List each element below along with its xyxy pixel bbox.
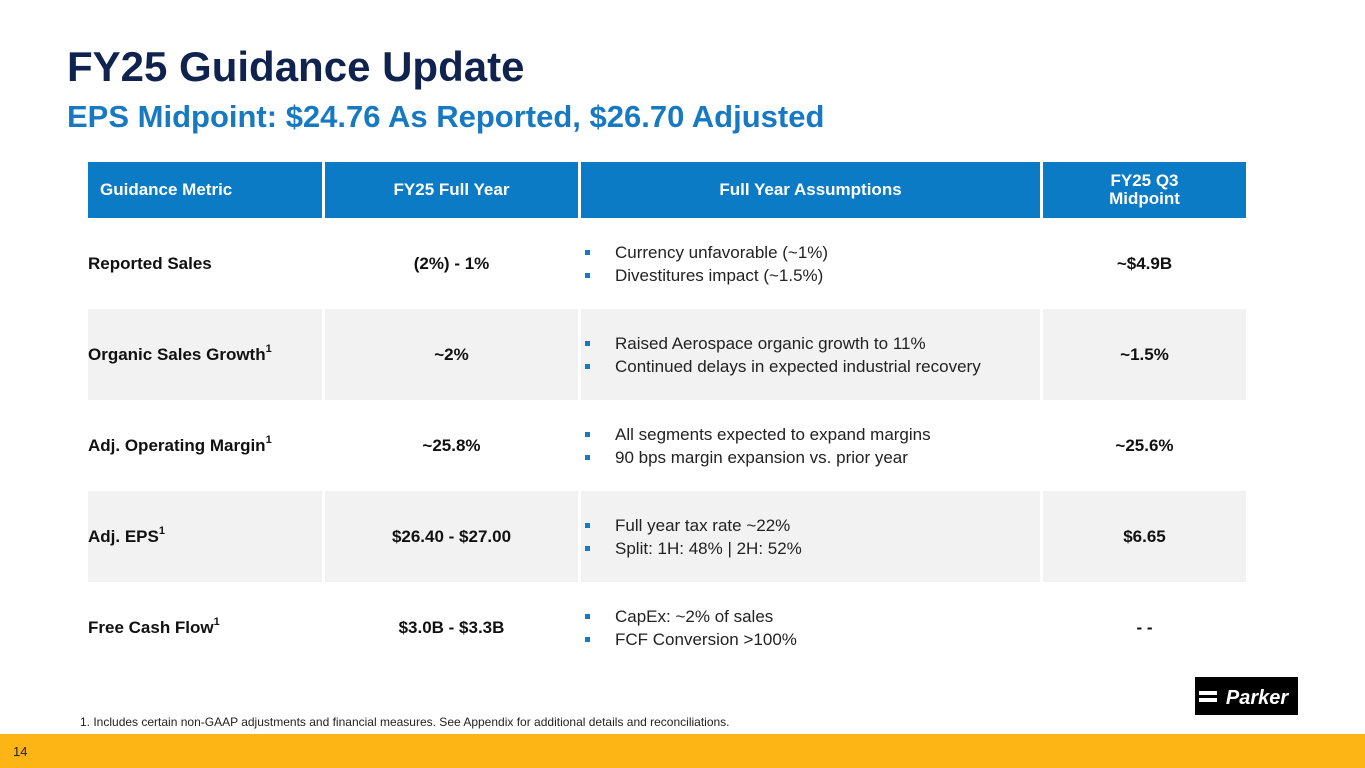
assumption-list: All segments expected to expand margins … xyxy=(581,423,1040,469)
assumptions-cell: All segments expected to expand margins … xyxy=(581,400,1043,491)
assumption-list: Currency unfavorable (~1%) Divestitures … xyxy=(581,241,1040,287)
table-header-row: Guidance Metric FY25 Full Year Full Year… xyxy=(88,162,1246,218)
assumption-item: Full year tax rate ~22% xyxy=(581,514,1040,537)
metric-label: Adj. Operating Margin xyxy=(88,435,266,455)
assumption-item: Raised Aerospace organic growth to 11% xyxy=(581,332,1040,355)
q3-midpoint-cell: - - xyxy=(1136,617,1153,637)
metric-cell: Reported Sales xyxy=(88,218,325,309)
metric-cell: Adj. Operating Margin1 xyxy=(88,400,325,491)
guidance-table: Guidance Metric FY25 Full Year Full Year… xyxy=(88,162,1246,673)
col-header-metric: Guidance Metric xyxy=(88,162,325,218)
assumption-list: Full year tax rate ~22% Split: 1H: 48% |… xyxy=(581,514,1040,560)
metric-cell: Organic Sales Growth1 xyxy=(88,309,325,400)
assumption-item: 90 bps margin expansion vs. prior year xyxy=(581,446,1040,469)
footnote: 1. Includes certain non-GAAP adjustments… xyxy=(80,715,730,729)
metric-label: Adj. EPS xyxy=(88,526,159,546)
bottom-bar: 14 xyxy=(0,734,1365,768)
assumption-item: Continued delays in expected industrial … xyxy=(581,355,1040,378)
footnote-marker: 1 xyxy=(265,342,272,355)
page-title: FY25 Guidance Update xyxy=(67,43,525,90)
col-header-q3-midpoint: FY25 Q3 Midpoint xyxy=(1043,162,1246,218)
footnote-marker: 1 xyxy=(213,615,220,628)
assumption-item: Split: 1H: 48% | 2H: 52% xyxy=(581,537,1040,560)
metric-cell: Free Cash Flow1 xyxy=(88,582,325,673)
col-header-assumptions: Full Year Assumptions xyxy=(581,162,1043,218)
metric-label: Organic Sales Growth xyxy=(88,344,266,364)
metric-label: Reported Sales xyxy=(88,253,212,273)
page-number: 14 xyxy=(13,744,28,759)
q3-midpoint-cell: ~1.5% xyxy=(1043,309,1246,400)
assumption-item: Divestitures impact (~1.5%) xyxy=(581,264,1040,287)
table-row: Free Cash Flow1 $3.0B - $3.3B CapEx: ~2%… xyxy=(88,582,1246,673)
full-year-cell: $26.40 - $27.00 xyxy=(325,491,581,582)
full-year-cell: (2%) - 1% xyxy=(325,218,581,309)
assumption-list: Raised Aerospace organic growth to 11% C… xyxy=(581,332,1040,378)
metric-cell: Adj. EPS1 xyxy=(88,491,325,582)
assumption-item: CapEx: ~2% of sales xyxy=(581,605,1040,628)
footnote-marker: 1 xyxy=(158,524,165,537)
footnote-marker: 1 xyxy=(265,433,272,446)
full-year-cell: $3.0B - $3.3B xyxy=(325,582,581,673)
assumption-item: Currency unfavorable (~1%) xyxy=(581,241,1040,264)
logo-text: Parker xyxy=(1226,687,1289,709)
q3-midpoint-cell: $6.65 xyxy=(1043,491,1246,582)
assumption-list: CapEx: ~2% of sales FCF Conversion >100% xyxy=(581,605,1040,651)
table-row: Organic Sales Growth1 ~2% Raised Aerospa… xyxy=(88,309,1246,400)
table-row: Reported Sales (2%) - 1% Currency unfavo… xyxy=(88,218,1246,309)
assumptions-cell: Full year tax rate ~22% Split: 1H: 48% |… xyxy=(581,491,1043,582)
page-subtitle: EPS Midpoint: $24.76 As Reported, $26.70… xyxy=(67,99,825,134)
metric-label: Free Cash Flow xyxy=(88,617,214,637)
full-year-cell: ~2% xyxy=(325,309,581,400)
table-row: Adj. Operating Margin1 ~25.8% All segmen… xyxy=(88,400,1246,491)
assumption-item: All segments expected to expand margins xyxy=(581,423,1040,446)
q3-midpoint-cell: ~25.6% xyxy=(1115,435,1174,455)
assumptions-cell: CapEx: ~2% of sales FCF Conversion >100% xyxy=(581,582,1043,673)
assumptions-cell: Raised Aerospace organic growth to 11% C… xyxy=(581,309,1043,400)
assumptions-cell: Currency unfavorable (~1%) Divestitures … xyxy=(581,218,1043,309)
col-header-full-year: FY25 Full Year xyxy=(325,162,581,218)
parker-logo-icon: Parker xyxy=(1195,677,1298,715)
q3-midpoint-cell: ~$4.9B xyxy=(1116,253,1173,273)
table-row: Adj. EPS1 $26.40 - $27.00 Full year tax … xyxy=(88,491,1246,582)
full-year-cell: ~25.8% xyxy=(325,400,581,491)
assumption-item: FCF Conversion >100% xyxy=(581,628,1040,651)
